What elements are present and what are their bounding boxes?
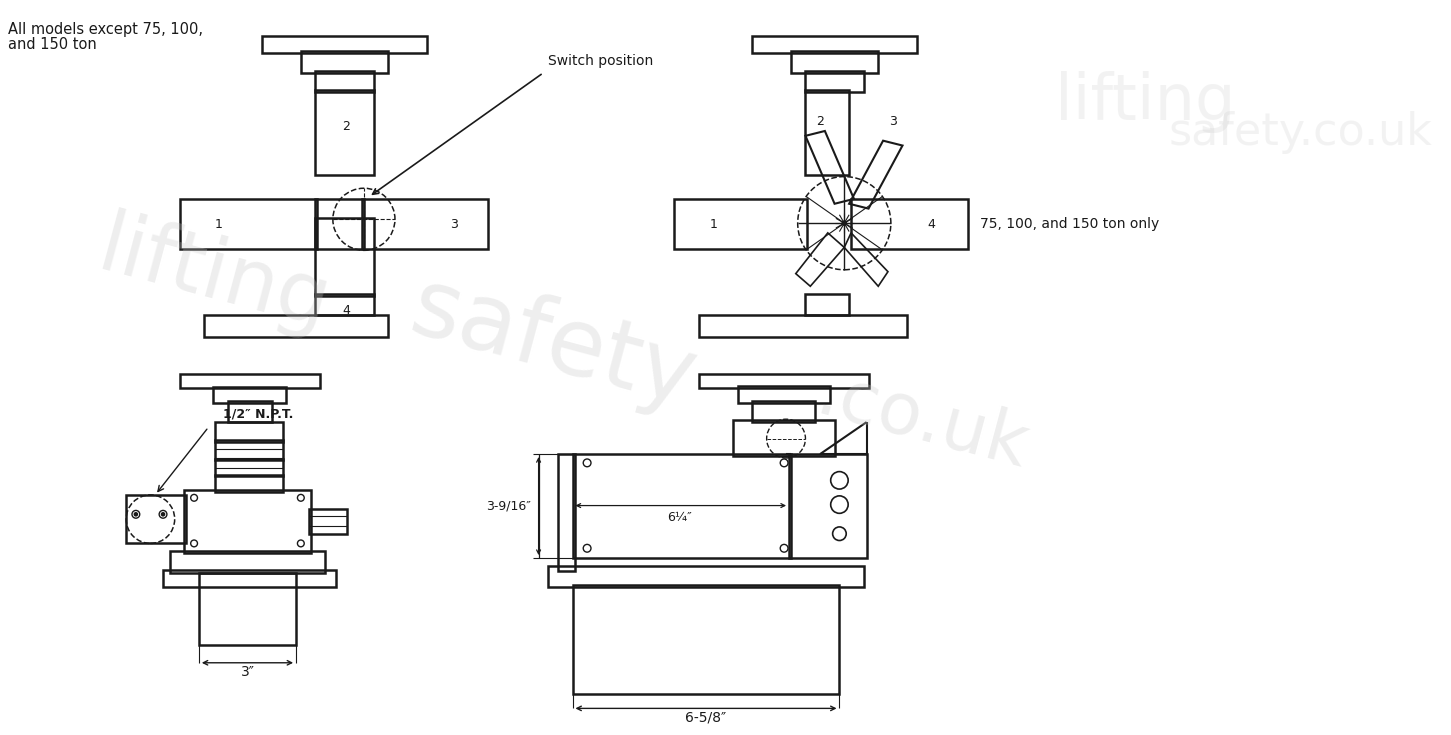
Bar [184, 490, 311, 553]
Bar [805, 90, 849, 175]
Bar [852, 199, 968, 249]
Bar [170, 551, 325, 573]
Text: 1: 1 [215, 218, 222, 231]
Bar [126, 495, 186, 543]
Text: 3: 3 [450, 218, 459, 231]
Circle shape [135, 513, 138, 516]
Bar [199, 573, 296, 645]
Bar [315, 294, 373, 315]
Bar [215, 476, 283, 492]
Bar [180, 199, 318, 249]
Text: 4: 4 [342, 304, 350, 317]
Bar [789, 454, 866, 558]
Bar [559, 454, 576, 570]
Text: lifting: lifting [89, 207, 338, 346]
Bar [163, 570, 335, 587]
Text: 75, 100, and 150 ton only: 75, 100, and 150 ton only [979, 217, 1159, 231]
Text: 6-5/8″: 6-5/8″ [685, 710, 726, 724]
Text: lifting: lifting [1055, 71, 1235, 133]
Text: All models except 75, 100,: All models except 75, 100, [7, 21, 203, 37]
Bar [733, 420, 834, 456]
Text: 2: 2 [815, 115, 824, 128]
Circle shape [161, 513, 164, 516]
Bar [573, 585, 840, 694]
Text: 2: 2 [342, 120, 350, 132]
Bar [752, 401, 815, 422]
Bar [309, 509, 347, 534]
Bar [203, 315, 389, 337]
Text: 3-9/16″: 3-9/16″ [486, 499, 531, 512]
Text: 3″: 3″ [241, 665, 254, 679]
Bar [215, 459, 283, 476]
Bar [573, 454, 791, 558]
Text: safety.co.uk: safety.co.uk [1168, 112, 1432, 154]
Text: 1/2″ N.P.T.: 1/2″ N.P.T. [223, 407, 293, 420]
Bar [805, 71, 863, 92]
Bar [228, 401, 271, 422]
Bar [213, 387, 286, 403]
Bar [805, 294, 849, 315]
Bar [215, 440, 283, 460]
Bar [315, 218, 373, 296]
Bar [263, 36, 427, 54]
Text: and 150 ton: and 150 ton [7, 37, 97, 52]
Bar [315, 71, 373, 92]
Bar [699, 315, 907, 337]
Text: Switch position: Switch position [548, 54, 653, 68]
Bar [752, 36, 917, 54]
Text: 4: 4 [927, 218, 936, 231]
Bar [361, 199, 488, 249]
Circle shape [843, 221, 846, 225]
Bar [180, 373, 321, 388]
Bar [315, 199, 364, 249]
Bar [548, 566, 863, 587]
Bar [699, 373, 869, 388]
Text: 3: 3 [889, 115, 897, 128]
Bar [791, 51, 878, 73]
Text: safety: safety [400, 262, 705, 426]
Text: 1: 1 [710, 218, 717, 231]
Bar [315, 90, 373, 175]
Bar [675, 199, 807, 249]
Text: .co.uk: .co.uk [808, 361, 1035, 484]
Text: 6¼″: 6¼″ [667, 512, 692, 524]
Bar [300, 51, 389, 73]
Bar [215, 422, 283, 442]
Bar [737, 386, 830, 403]
